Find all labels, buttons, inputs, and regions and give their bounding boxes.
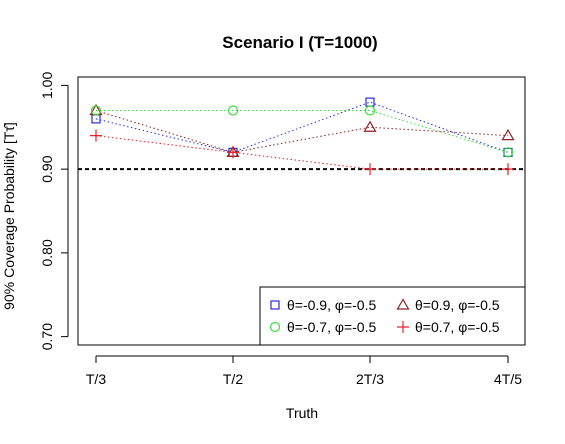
x-axis-label: Truth xyxy=(286,405,318,421)
legend-marker xyxy=(396,298,410,310)
series-line xyxy=(96,110,509,153)
legend-entry: θ=0.9, φ=-0.5 xyxy=(415,297,500,313)
y-axis-label: 90% Coverage Probability [Tτ̂] xyxy=(1,122,17,310)
series-line xyxy=(95,135,508,170)
series-line xyxy=(95,110,509,153)
data-point xyxy=(90,129,102,142)
legend-marker xyxy=(269,321,281,333)
data-point xyxy=(364,105,376,116)
legend-entry: θ=0.7, φ=-0.5 xyxy=(415,319,500,335)
legend-entry: θ=-0.9, φ=-0.5 xyxy=(287,297,376,313)
data-point xyxy=(501,128,515,141)
data-point xyxy=(365,97,375,107)
x-tick-label: 2T/3 xyxy=(356,371,384,387)
data-point xyxy=(227,146,239,159)
y-tick-label: 0.70 xyxy=(39,323,55,350)
data-point xyxy=(90,105,102,116)
legend-box xyxy=(259,286,526,346)
chart-title: Scenario I (T=1000) xyxy=(222,33,377,52)
legend: θ=-0.9, φ=-0.5 θ=0.9, φ=-0.5 θ=-0.7, φ=-0.… xyxy=(259,286,526,346)
x-tick-label: 4T/5 xyxy=(494,371,522,387)
legend-marker xyxy=(270,300,280,310)
plot-area: 0.70 0.80 0.90 1.00 T/3 T/2 2T/3 4T/5 xyxy=(39,72,526,387)
data-point xyxy=(227,105,239,116)
x-tick-label: T/2 xyxy=(223,371,243,387)
data-point xyxy=(363,120,377,132)
data-point xyxy=(364,163,376,176)
legend-entry: θ=-0.7, φ=-0.5 xyxy=(287,319,376,335)
series-line xyxy=(95,101,509,153)
x-tick-label: T/3 xyxy=(86,371,106,387)
y-tick-label: 0.90 xyxy=(39,155,55,182)
y-tick-label: 1.00 xyxy=(39,72,55,99)
y-tick-label: 0.80 xyxy=(39,239,55,266)
legend-marker xyxy=(397,321,409,333)
data-point xyxy=(502,163,514,176)
data-point xyxy=(502,147,514,158)
